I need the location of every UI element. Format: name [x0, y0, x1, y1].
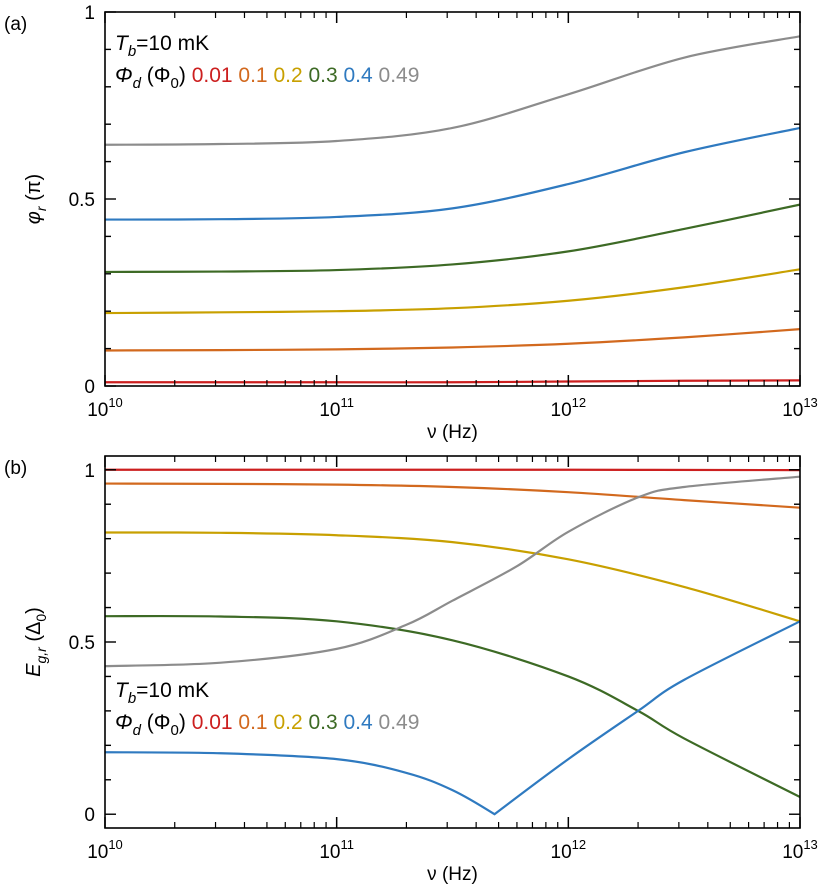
x-tick-label: 1012 [551, 837, 587, 863]
series-line-0.3 [105, 203, 800, 274]
y-tick-label: 0 [84, 377, 95, 398]
y-tick-label: 0 [84, 805, 95, 826]
panel-label: (b) [4, 458, 27, 479]
x-tick-label: 1013 [782, 837, 818, 863]
x-tick-label: 1012 [551, 395, 587, 421]
legend-entry-0.2: 0.2 [268, 64, 303, 87]
panel-b: 1010 1011 1012 1013 0 0.5 1 ν (Hz) Eg,r (Δ0) (b) T… [4, 455, 818, 885]
x-axis-label: ν (Hz) [427, 864, 478, 885]
legend-entry-0.1: 0.1 [233, 711, 268, 734]
legend-entry-0.49: 0.49 [373, 711, 420, 734]
series-line-0.4 [105, 126, 800, 221]
panel-a: 1010 1011 1012 1013 0 0.5 1 ν (Hz) φr (π) (a) Tb=1… [4, 3, 818, 443]
series-line-0.1 [105, 328, 800, 352]
legend-entry-0.4: 0.4 [338, 64, 373, 87]
temperature-annotation: Tb=10 mK [115, 32, 209, 60]
x-tick-label: 1010 [87, 837, 123, 863]
series-line-0.49 [105, 475, 800, 668]
x-tick-label: 1010 [87, 395, 123, 421]
series-line-0.1 [105, 482, 800, 509]
legend: Φd (Φ0) 0.01 0.1 0.2 0.3 0.4 0.49 [115, 711, 419, 739]
y-tick-label: 0.5 [69, 190, 95, 211]
legend-entry-0.1: 0.1 [233, 64, 268, 87]
x-axis-label: ν (Hz) [427, 422, 478, 443]
series-line-0.2 [105, 531, 800, 623]
x-tick-label: 1011 [319, 395, 354, 421]
series-line-0.3 [105, 614, 800, 798]
legend-entry-0.01: 0.01 [186, 64, 233, 87]
y-tick-label: 1 [84, 3, 95, 24]
plot-frame [104, 455, 801, 829]
series-line-0.2 [105, 268, 800, 315]
series-line-0.49 [105, 35, 800, 146]
temperature-annotation: Tb=10 mK [115, 679, 209, 707]
x-tick-label: 1011 [319, 837, 354, 863]
legend-entry-0.3: 0.3 [303, 64, 338, 87]
legend-entry-0.3: 0.3 [303, 711, 338, 734]
panel-label: (a) [4, 14, 27, 35]
series-line-0.01 [105, 379, 800, 384]
series-group [105, 468, 800, 816]
legend-entry-0.2: 0.2 [268, 711, 303, 734]
y-axis-label: φr (π) [23, 174, 49, 224]
y-tick-label: 1 [84, 461, 95, 482]
y-axis-label: Eg,r (Δ0) [23, 607, 49, 677]
series-group [105, 35, 800, 384]
y-tick-label: 0.5 [69, 633, 95, 654]
legend: Φd (Φ0) 0.01 0.1 0.2 0.3 0.4 0.49 [115, 64, 419, 92]
x-tick-label: 1013 [782, 395, 818, 421]
legend-entry-0.4: 0.4 [338, 711, 373, 734]
series-line-0.4 [105, 620, 800, 816]
legend-entry-0.49: 0.49 [373, 64, 420, 87]
legend-entry-0.01: 0.01 [186, 711, 233, 734]
